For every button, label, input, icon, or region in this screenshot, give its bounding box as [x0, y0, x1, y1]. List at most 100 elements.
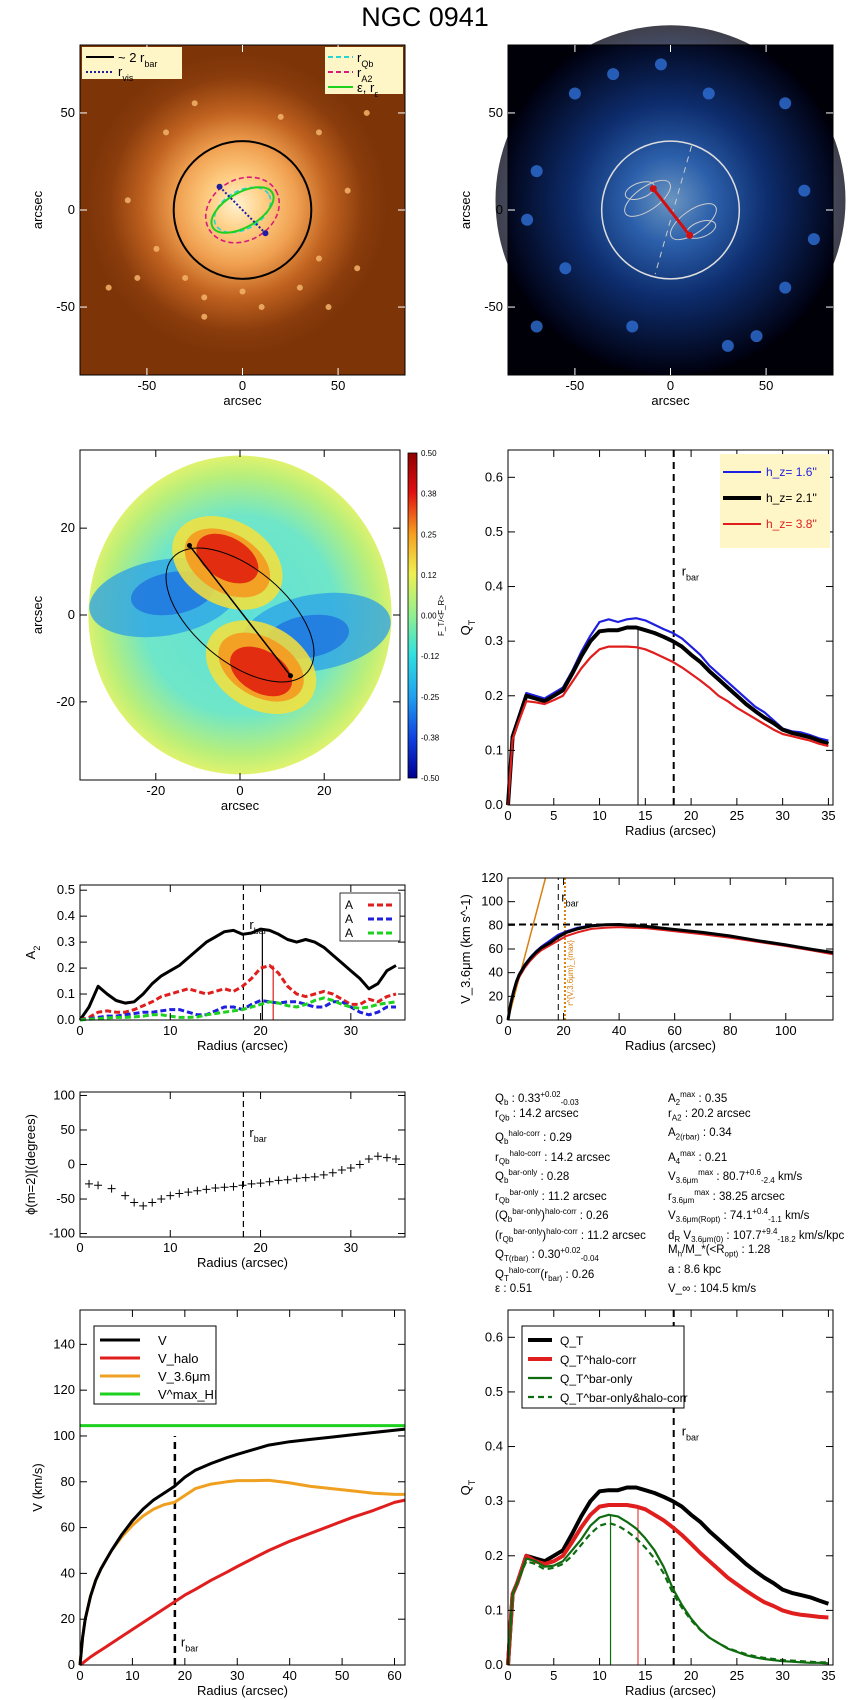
y-tick-label: 0 [68, 1157, 75, 1172]
hii-knot [325, 304, 332, 311]
phase-point [94, 1181, 103, 1190]
y-axis-subscript: T [467, 619, 477, 625]
y-tick-label: 0.4 [485, 1439, 503, 1454]
x-tick-label: 0 [504, 808, 511, 823]
colorbar-tick-label: 0.12 [421, 571, 437, 580]
blue-blob [654, 58, 667, 71]
param-right-5: r3.6μmmax : 38.25 arcsec [668, 1187, 785, 1205]
torque-contour [670, 203, 717, 241]
param-left-9: QThalo-corr(rbar) : 0.26 [495, 1265, 595, 1283]
legend-left-subscript: vis [122, 73, 133, 83]
phase-point [184, 1188, 193, 1197]
y-tick-label: 0.2 [485, 688, 503, 703]
series-line-1 [79, 1498, 406, 1667]
rbar-subscript: bar [254, 926, 267, 936]
y-tick-label: 50 [489, 105, 503, 120]
y-tick-label: 0 [496, 1012, 503, 1027]
colorbar-tick-label: 0.50 [421, 449, 437, 458]
hii-knot [296, 284, 303, 291]
param-left-10: ε : 0.51 [495, 1283, 533, 1295]
y-axis-label: V_3.6μm (km s^-1) [458, 894, 473, 1004]
param-left-7: (rQbbar-only)halo-corr : 11.2 arcsec [495, 1226, 646, 1244]
series-line-0 [78, 927, 397, 1021]
x-tick-label: 20 [684, 1668, 698, 1683]
colorbar-label: F_T/<F_R> [437, 595, 446, 636]
x-tick-label: 25 [730, 808, 744, 823]
y-tick-label: 140 [53, 1336, 75, 1351]
phase-point [391, 1154, 400, 1163]
legend-label: A [345, 898, 353, 912]
colorbar-tick-label: 0.25 [421, 530, 437, 539]
y-tick-label: 100 [53, 1428, 75, 1443]
phase-point [85, 1179, 94, 1188]
x-tick-label: 50 [759, 378, 773, 393]
torque-lobe [196, 533, 259, 584]
x-tick-label: 0 [236, 783, 243, 798]
hii-knot [277, 113, 284, 120]
param-right-10: V_∞ : 104.5 km/s [668, 1283, 757, 1295]
series-line-3 [506, 1521, 829, 1666]
x-tick-label: 10 [125, 1668, 139, 1683]
param-right-7: dR V3.6μm(0) : 107.7+9.4-18.2 km/s/kpc [668, 1226, 845, 1244]
series-line-1 [506, 625, 830, 806]
series-line-0 [506, 1485, 830, 1666]
blue-blob [779, 281, 792, 294]
param-left-0: Qb : 0.33+0.02-0.03 [495, 1090, 579, 1108]
phase-point [265, 1177, 274, 1186]
blue-blob [559, 262, 572, 275]
torque-lobe [230, 646, 293, 697]
phase-point [148, 1198, 157, 1207]
blue-blob [521, 213, 534, 226]
legend-right-subscript: A2 [361, 74, 372, 84]
y-tick-label: 0 [68, 607, 75, 622]
rbar-label: rbar [682, 1424, 699, 1443]
legend-label: Q_T^bar-only&halo-corr [560, 1391, 688, 1405]
series-line-2 [79, 999, 396, 1022]
param-right-8: Mh/M_*(<Ropt) : 1.28 [668, 1244, 771, 1259]
phase-point [328, 1168, 337, 1177]
x-tick-label: 30 [775, 808, 789, 823]
param-right-4: V3.6μmmax : 80.7+0.6-2.4 km/s [668, 1168, 803, 1186]
legend-right-subscript: ε [374, 89, 378, 99]
legend-label: Q_T^bar-only [560, 1372, 632, 1386]
y-tick-label: 0.2 [57, 960, 75, 975]
phase-point [238, 1181, 247, 1190]
blue-blob [530, 320, 543, 333]
x-tick-label: 15 [638, 1668, 652, 1683]
blue-blob [798, 184, 811, 197]
x-tick-label: 30 [230, 1668, 244, 1683]
y-axis-label: A2 [23, 946, 42, 960]
phase-point [319, 1170, 328, 1179]
x-tick-label: 0 [76, 1023, 83, 1038]
y-tick-label: 0.4 [485, 579, 503, 594]
hii-knot [363, 109, 370, 116]
phase-point [193, 1186, 202, 1195]
hii-knot [163, 129, 170, 136]
panel-p3: -20 0 20 -20 0 20 arcsec arcsec 0.50 0.38 0.25 0.12… [30, 449, 446, 813]
x-axis-label: arcsec [651, 393, 690, 408]
param-left-1: rQb : 14.2 arcsec [495, 1107, 579, 1122]
x-axis-label: arcsec [223, 393, 262, 408]
phase-point [220, 1183, 229, 1192]
x-tick-label: 35 [821, 808, 835, 823]
y-axis-label: QT [458, 1479, 477, 1495]
param-right-2: A2(rbar) : 0.34 [668, 1127, 732, 1142]
x-tick-label: 10 [163, 1240, 177, 1255]
axes-frame [79, 1309, 406, 1666]
y-tick-label: -50 [56, 299, 75, 314]
rvmax-label: r^{V,3.6μm}_{max} [566, 940, 575, 1006]
hii-knot [134, 274, 141, 281]
y-tick-label: 60 [489, 941, 503, 956]
axes-frame [79, 884, 406, 1021]
series-line-1 [506, 1503, 829, 1666]
x-tick-label: 80 [723, 1023, 737, 1038]
rbar-label: rbar [561, 890, 578, 909]
phase-point [157, 1195, 166, 1204]
rbar-label: rbar [249, 917, 266, 936]
bar-end [649, 185, 657, 193]
param-left-6: (Qbbar-only)halo-corr : 0.26 [495, 1207, 609, 1225]
x-tick-label: 5 [550, 1668, 557, 1683]
phase-point [373, 1152, 382, 1161]
y-axis-label: arcsec [30, 190, 45, 229]
